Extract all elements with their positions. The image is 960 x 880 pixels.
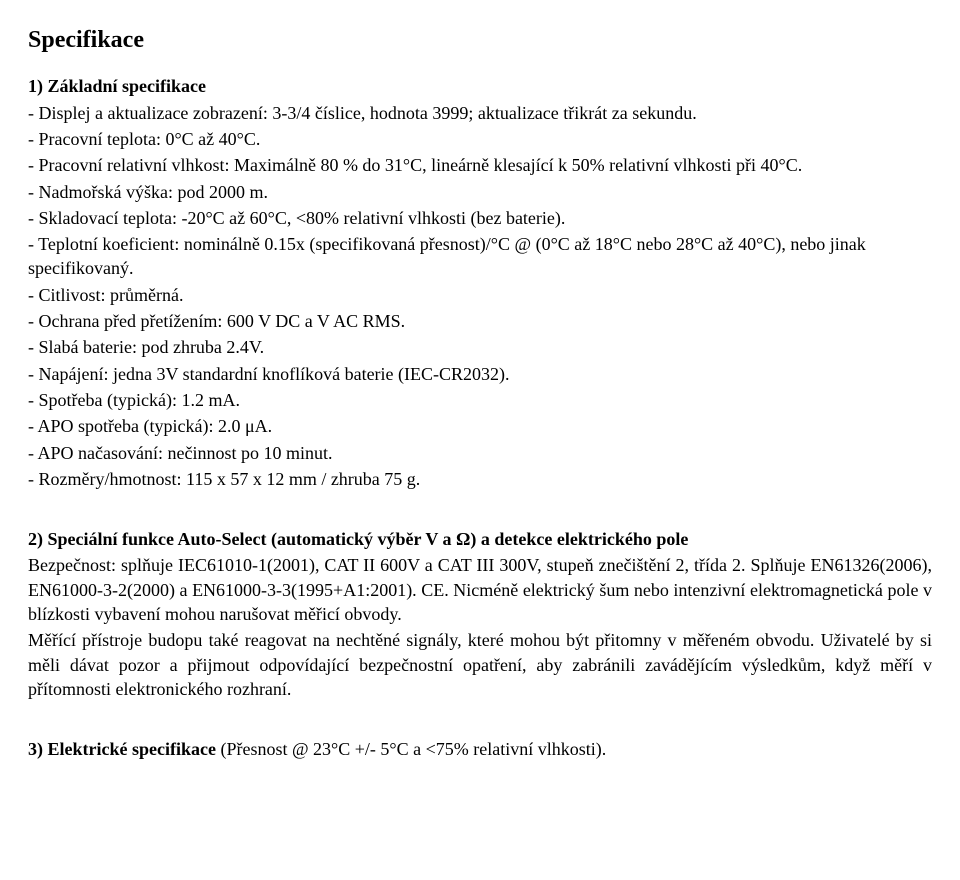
- page-heading: Specifikace: [28, 24, 932, 56]
- spec-line: - Slabá baterie: pod zhruba 2.4V.: [28, 335, 932, 359]
- spec-line: - Teplotní koeficient: nominálně 0.15x (…: [28, 232, 932, 281]
- spec-line: - Skladovací teplota: -20°C až 60°C, <80…: [28, 206, 932, 230]
- section-1-title: 1) Základní specifikace: [28, 74, 932, 98]
- spec-line: - Citlivost: průměrná.: [28, 283, 932, 307]
- section-2-title: 2) Speciální funkce Auto-Select (automat…: [28, 527, 932, 551]
- spec-line: - Spotřeba (typická): 1.2 mA.: [28, 388, 932, 412]
- spec-line: - Pracovní teplota: 0°C až 40°C.: [28, 127, 932, 151]
- spec-line: - Nadmořská výška: pod 2000 m.: [28, 180, 932, 204]
- section-2-paragraph: Bezpečnost: splňuje IEC61010-1(2001), CA…: [28, 553, 932, 626]
- spec-line: - APO načasování: nečinnost po 10 minut.: [28, 441, 932, 465]
- spec-line: - Displej a aktualizace zobrazení: 3-3/4…: [28, 101, 932, 125]
- section-3-title-rest: (Přesnost @ 23°C +/- 5°C a <75% relativn…: [216, 739, 606, 759]
- spec-line: - APO spotřeba (typická): 2.0 μA.: [28, 414, 932, 438]
- spec-line: - Pracovní relativní vlhkost: Maximálně …: [28, 153, 932, 177]
- spec-line: - Rozměry/hmotnost: 115 x 57 x 12 mm / z…: [28, 467, 932, 491]
- spec-line: - Ochrana před přetížením: 600 V DC a V …: [28, 309, 932, 333]
- spec-line: - Napájení: jedna 3V standardní knoflíko…: [28, 362, 932, 386]
- section-3-title: 3) Elektrické specifikace (Přesnost @ 23…: [28, 737, 932, 761]
- section-3-title-bold: 3) Elektrické specifikace: [28, 739, 216, 759]
- section-2-paragraph: Měřící přístroje budopu také reagovat na…: [28, 628, 932, 701]
